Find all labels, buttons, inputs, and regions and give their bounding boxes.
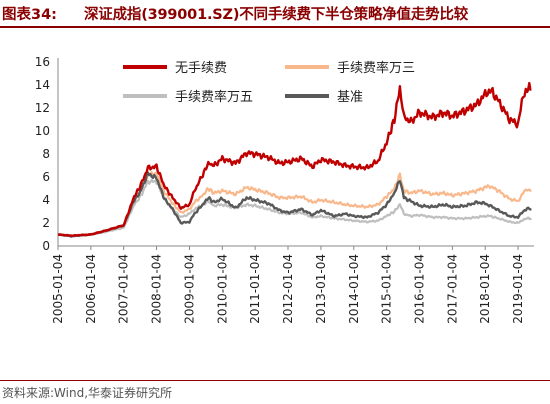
y-axis: 0 2 4 6 8 10 12 14 16 xyxy=(35,55,59,253)
x-tick-label: 2006-01-04 xyxy=(84,254,98,324)
x-tick-label: 2017-01-04 xyxy=(445,254,459,324)
y-tick-label: 2 xyxy=(42,216,50,230)
chart-title: 深证成指(399001.SZ)不同手续费下半仓策略净值走势比较 xyxy=(84,7,469,23)
x-tick-label: 2008-01-04 xyxy=(150,254,164,324)
legend-label: 无手续费 xyxy=(175,61,227,76)
y-tick-label: 16 xyxy=(35,55,50,69)
x-tick-label: 2005-01-04 xyxy=(51,254,65,324)
y-tick-label: 4 xyxy=(42,193,50,207)
x-tick-label: 2011-01-04 xyxy=(248,254,262,324)
x-tick-label: 2016-01-04 xyxy=(412,254,426,324)
header-rule xyxy=(0,26,550,28)
legend-label: 手续费率万五 xyxy=(175,89,253,105)
x-tick-label: 2015-01-04 xyxy=(380,254,394,324)
line-chart: 0 2 4 6 8 10 12 14 16 2005-01-04 2006-01-04 2007-0… xyxy=(35,55,534,324)
x-tick-label: 2018-01-04 xyxy=(478,254,492,324)
source-note: 资料来源:Wind,华泰证券研究所 xyxy=(2,386,173,400)
y-tick-label: 6 xyxy=(42,170,50,184)
y-tick-label: 10 xyxy=(35,124,50,138)
figure-label: 图表34: xyxy=(2,7,57,23)
x-tick-label: 2009-01-04 xyxy=(182,254,196,324)
series-line-3 xyxy=(58,178,532,237)
legend-label: 基准 xyxy=(337,90,363,105)
y-tick-label: 0 xyxy=(42,239,50,253)
series-line-4 xyxy=(57,171,532,238)
x-axis: 2005-01-04 2006-01-04 2007-01-04 2008-01-04… xyxy=(51,245,534,324)
figure-header: 图表34: 深证成指(399001.SZ)不同手续费下半仓策略净值走势比较 xyxy=(0,0,550,26)
x-tick-label: 2013-01-04 xyxy=(314,254,328,324)
y-tick-label: 14 xyxy=(35,78,50,92)
series-line-1 xyxy=(57,81,532,238)
y-tick-label: 12 xyxy=(35,101,50,115)
x-tick-label: 2010-01-04 xyxy=(215,254,229,324)
legend-label: 手续费率万三 xyxy=(337,60,415,76)
x-tick-label: 2007-01-04 xyxy=(117,254,131,324)
x-tick-label: 2019-01-04 xyxy=(511,254,525,324)
x-tick-label: 2012-01-04 xyxy=(281,254,295,324)
y-tick-label: 8 xyxy=(42,147,50,161)
footer-rule xyxy=(0,380,550,381)
x-tick-label: 2014-01-04 xyxy=(347,254,361,324)
plot-lines xyxy=(57,81,532,238)
